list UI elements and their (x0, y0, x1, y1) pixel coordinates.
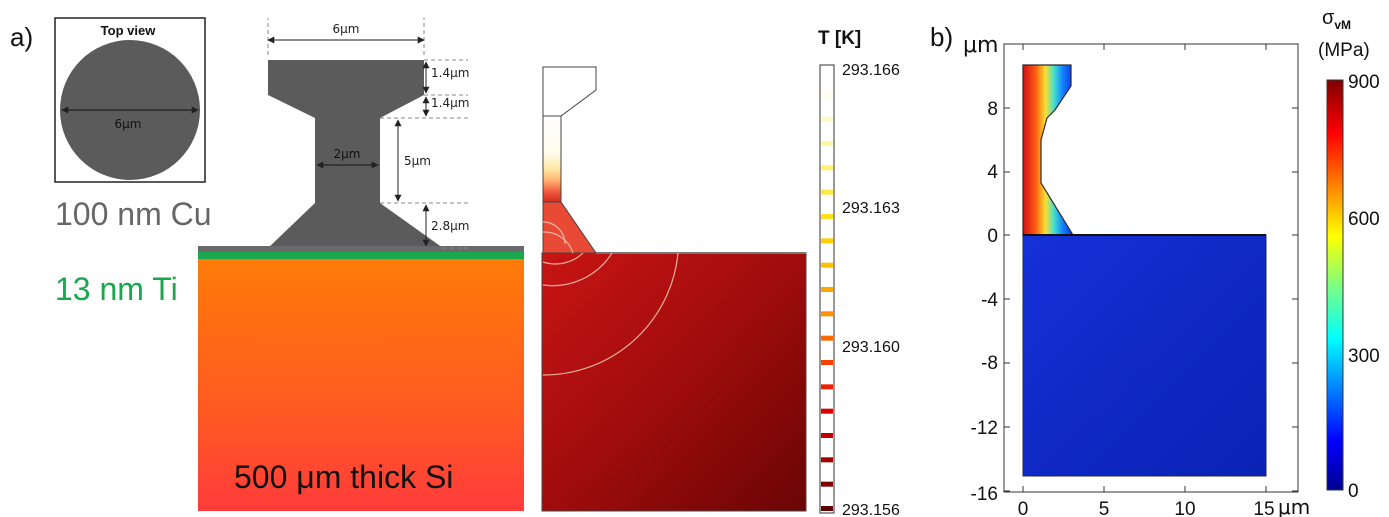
pillar-schematic: 6μm 1.4μm 1.4μm 5μm 2.8μm 2μm (198, 18, 524, 511)
temp-pillar-cap (542, 66, 597, 117)
top-view-inset: Top view 6μm (54, 17, 206, 183)
stress-tick-0: 0 (1348, 481, 1359, 502)
temperature-band (821, 165, 833, 171)
x-tick-15: 15 (1253, 499, 1274, 517)
svg-text:σvM: σvM (1322, 7, 1351, 32)
stress-subscript: vM (1334, 18, 1351, 32)
y-tick-minus-8: -8 (981, 353, 998, 374)
temperature-band (821, 408, 833, 414)
temp-tick-293-163: 293.163 (842, 200, 900, 217)
base-dimension-label: 2.8μm (431, 219, 469, 233)
x-tick-10: 10 (1174, 499, 1195, 517)
y-tick-minus-16: -16 (971, 484, 998, 505)
temperature-band (821, 92, 833, 98)
stress-plot (1003, 43, 1299, 493)
temperature-band (821, 262, 833, 268)
temperature-colorbar: T [K] 293.166 293.163 293.160 293.156 (818, 28, 900, 517)
stress-substrate (1022, 234, 1267, 477)
neck-length-label: 5μm (404, 154, 431, 168)
stress-tick-900: 900 (1348, 72, 1380, 93)
temp-substrate (541, 252, 807, 512)
temperature-band (821, 189, 833, 195)
pillar-shape (268, 60, 443, 248)
temperature-band (821, 141, 833, 146)
y-axis-unit: μm (963, 33, 998, 58)
temperature-band (821, 457, 833, 463)
temperature-band (821, 506, 833, 511)
y-tick-0: 0 (987, 226, 998, 247)
cap-dimension-label: 1.4μm (431, 66, 469, 80)
x-tick-5: 5 (1099, 499, 1110, 517)
temp-pillar-neck (542, 115, 562, 203)
ti-layer-label: 13 nm Ti (55, 271, 178, 307)
x-tick-0: 0 (1018, 499, 1029, 517)
temperature-band (821, 335, 833, 341)
temp-tick-293-166: 293.166 (842, 62, 900, 79)
temperature-band (821, 384, 833, 390)
cu-layer-label: 100 nm Cu (55, 196, 212, 232)
neck-width-label: 2μm (334, 147, 361, 161)
si-substrate (198, 259, 524, 511)
y-tick-4: 4 (987, 162, 998, 183)
top-view-title: Top view (101, 23, 157, 38)
cu-layer (198, 246, 524, 252)
y-tick-minus-4: -4 (981, 290, 998, 311)
temp-tick-293-160: 293.160 (842, 339, 900, 356)
temperature-band (821, 481, 833, 487)
temperature-band (821, 360, 833, 365)
temperature-band (821, 287, 833, 292)
temperature-band (821, 238, 833, 244)
temperature-band (821, 68, 833, 73)
stress-colorbar-gradient (1326, 79, 1344, 491)
si-layer-label: 500 μm thick Si (234, 459, 453, 495)
y-tick-8: 8 (987, 99, 998, 120)
taper-dimension-label: 1.4μm (431, 96, 469, 110)
panel-b-label: b) (930, 22, 953, 52)
stress-tick-300: 300 (1348, 346, 1380, 367)
temperature-map (541, 66, 807, 512)
temperature-band (821, 116, 833, 122)
top-view-diameter-label: 6μm (115, 117, 142, 131)
temperature-colorbar-title: T [K] (818, 28, 861, 49)
stress-unit: (MPa) (1318, 40, 1370, 61)
stress-symbol: σ (1322, 7, 1335, 29)
panel-a-label: a) (10, 22, 33, 52)
ti-layer (198, 252, 524, 259)
stress-colorbar: σvM (MPa) 900 600 300 0 (1318, 7, 1380, 502)
temperature-band (821, 311, 833, 317)
temperature-band (821, 433, 833, 438)
width-dimension-label: 6μm (333, 22, 360, 36)
temperature-band (821, 214, 833, 219)
stress-tick-600: 600 (1348, 209, 1380, 230)
x-axis-unit: μm (1278, 495, 1310, 517)
y-tick-minus-12: -12 (971, 418, 998, 439)
temp-tick-293-156: 293.156 (842, 502, 900, 517)
